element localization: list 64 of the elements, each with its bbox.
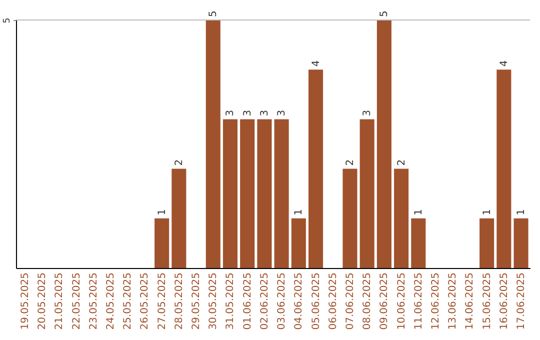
x-tick-label: 29.05.2025 [191, 272, 202, 330]
x-tick-label: 27.05.2025 [156, 272, 168, 330]
x-tick-label: 21.05.2025 [54, 272, 66, 330]
bar [376, 20, 392, 268]
x-tick-label: 08.06.2025 [362, 272, 374, 330]
data-label: 3 [259, 110, 270, 116]
x-tick-label: 31.05.2025 [225, 272, 236, 330]
bar [291, 218, 306, 268]
x-tick-label: 09.06.2025 [379, 272, 390, 330]
x-tick-label: 22.05.2025 [71, 272, 82, 330]
bar [411, 218, 426, 268]
x-tick-label: 03.06.2025 [276, 272, 288, 330]
x-tick-label: 07.06.2025 [344, 272, 356, 330]
x-tick-label: 16.06.2025 [498, 272, 510, 330]
x-tick-label: 28.05.2025 [174, 272, 185, 330]
x-tick-label: 14.06.2025 [464, 272, 476, 330]
data-label: 2 [344, 159, 356, 166]
data-label: 3 [225, 110, 236, 116]
x-tick-label: 01.06.2025 [242, 272, 254, 330]
data-label: 1 [516, 209, 528, 216]
data-label: 5 [208, 10, 220, 17]
x-tick-label: 23.05.2025 [88, 272, 100, 330]
bar [240, 119, 255, 268]
bar [257, 119, 272, 268]
x-tick-label: 12.06.2025 [430, 272, 442, 330]
data-label: 1 [156, 209, 168, 216]
x-tick-label: 05.06.2025 [310, 272, 322, 330]
bar [514, 218, 528, 268]
x-tick-label: 10.06.2025 [396, 272, 408, 330]
x-tick-label: 24.05.2025 [106, 272, 117, 330]
bar [206, 20, 220, 268]
x-tick-label: 17.06.2025 [516, 272, 528, 330]
bar [274, 119, 289, 268]
x-tick-label: 15.06.2025 [482, 272, 493, 330]
x-tick-label: 02.06.2025 [259, 272, 270, 330]
bar [154, 218, 170, 268]
bar [342, 168, 358, 268]
data-label: 3 [362, 110, 374, 116]
bar [496, 70, 512, 268]
data-label: 1 [482, 209, 493, 216]
x-tick-label: 26.05.2025 [140, 272, 151, 330]
bar [360, 119, 374, 268]
data-label: 1 [294, 209, 305, 216]
data-label: 2 [174, 159, 185, 166]
x-tick-label: 04.06.2025 [294, 272, 305, 330]
x-tick-label: 06.06.2025 [328, 272, 339, 330]
bar [222, 119, 238, 268]
x-tick-label: 25.05.2025 [122, 272, 134, 330]
x-tick-label: 20.05.2025 [37, 272, 48, 330]
x-tick-label: 30.05.2025 [208, 272, 220, 330]
data-label: 2 [396, 159, 408, 166]
bar [308, 70, 324, 268]
data-label: 3 [242, 110, 254, 116]
bar [394, 168, 409, 268]
data-label: 4 [498, 60, 510, 67]
data-label: 1 [413, 209, 424, 216]
x-tick-label: 13.06.2025 [448, 272, 459, 330]
data-label: 3 [276, 110, 288, 116]
x-tick-label: 19.05.2025 [20, 272, 31, 330]
bar [172, 168, 186, 268]
x-tick-label: 11.06.2025 [413, 272, 424, 330]
bar [480, 218, 494, 268]
data-label: 5 [379, 10, 390, 17]
data-label: 4 [310, 60, 322, 67]
